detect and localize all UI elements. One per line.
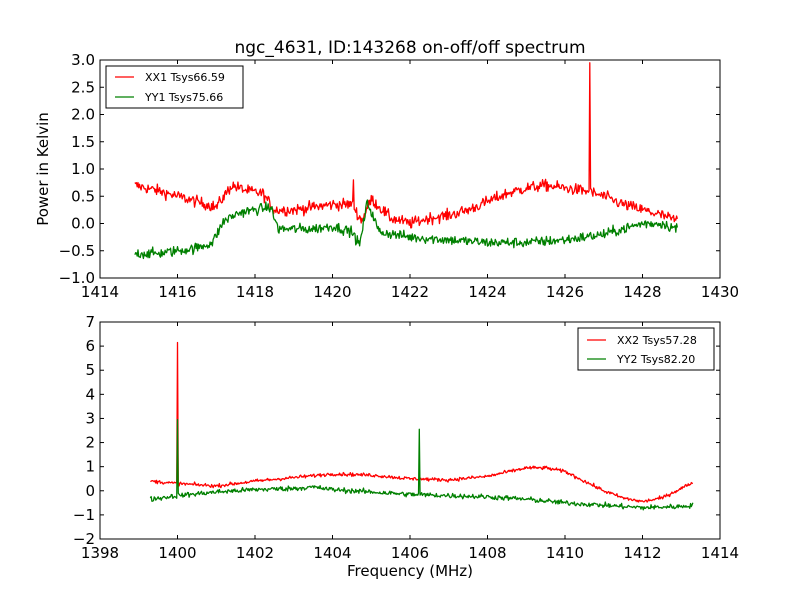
bottom-x-tick-label: 1406	[391, 544, 429, 562]
bottom-y-tick-label: 4	[85, 385, 95, 403]
top-series-xx1	[134, 62, 679, 229]
top-axes: 1414 1416 1418 1420 1422 1424 1426 1428 1430 −1.0…	[34, 51, 739, 301]
bottom-axes: 1398 1400 1402 1404 1406 1408 1410 1412 1414−2−1…	[73, 313, 739, 580]
top-y-tick-label: 0.5	[71, 187, 95, 205]
top-series-yy1	[134, 199, 679, 260]
top-legend: XX1 Tsys66.59 YY1 Tsys75.66	[105, 65, 244, 109]
top-x-tick-label: 1430	[701, 283, 739, 301]
top-y-tick-label: 0.0	[71, 215, 95, 233]
bottom-x-tick-label: 1412	[623, 544, 661, 562]
top-y-tick-label: 1.0	[71, 160, 95, 178]
top-x-tick-label: 1414	[81, 283, 119, 301]
top-x-tick-label: 1418	[236, 283, 274, 301]
bottom-legend: XX2 Tsys57.28 YY2 Tsys82.20	[577, 327, 715, 371]
top-y-tick-label: −0.5	[59, 242, 95, 260]
legend-label-xx1: XX1 Tsys66.59	[145, 71, 225, 84]
bottom-y-tick-label: 2	[85, 434, 95, 452]
bottom-y-tick-label: 3	[85, 409, 95, 427]
top-y-tick-label: 2.5	[71, 78, 95, 96]
top-x-tick-label: 1416	[158, 283, 196, 301]
top-y-tick-label: 1.5	[71, 133, 95, 151]
bottom-x-tick-label: 1400	[158, 544, 196, 562]
top-y-tick-label: −1.0	[59, 269, 95, 287]
top-series-layer	[134, 62, 679, 260]
bottom-x-tick-label: 1408	[468, 544, 506, 562]
bottom-x-tick-label: 1398	[81, 544, 119, 562]
bottom-y-tick-label: 0	[85, 482, 95, 500]
bottom-y-tick-label: 1	[85, 458, 95, 476]
bottom-ticks: 1398 1400 1402 1404 1406 1408 1410 1412 1414−2−1…	[73, 313, 739, 562]
bottom-series-xx2	[150, 341, 694, 503]
bottom-y-tick-label: 6	[85, 337, 95, 355]
bottom-y-tick-label: 7	[85, 313, 95, 331]
top-x-tick-label: 1424	[468, 283, 506, 301]
top-x-tick-label: 1426	[546, 283, 584, 301]
top-legend-box	[105, 65, 244, 109]
legend-label-yy1: YY1 Tsys75.66	[144, 91, 223, 104]
bottom-legend-box	[577, 327, 715, 371]
legend-label-xx2: XX2 Tsys57.28	[617, 334, 697, 347]
top-x-tick-label: 1428	[623, 283, 661, 301]
top-x-tick-label: 1422	[391, 283, 429, 301]
bottom-y-tick-label: 5	[85, 361, 95, 379]
chart-title: ngc_4631, ID:143268 on-off/off spectrum	[234, 38, 585, 58]
bottom-y-tick-label: −1	[73, 506, 95, 524]
bottom-x-axis-label: Frequency (MHz)	[347, 562, 473, 580]
bottom-x-tick-label: 1404	[313, 544, 351, 562]
bottom-x-tick-label: 1410	[546, 544, 584, 562]
top-y-tick-label: 2.0	[71, 106, 95, 124]
top-y-axis-label: Power in Kelvin	[34, 112, 52, 226]
bottom-series-layer	[149, 341, 694, 511]
top-y-tick-label: 3.0	[71, 51, 95, 69]
bottom-y-tick-label: −2	[73, 530, 95, 548]
legend-label-yy2: YY2 Tsys82.20	[616, 353, 695, 366]
top-ticks: 1414 1416 1418 1420 1422 1424 1426 1428 1430 −1.0…	[59, 51, 740, 301]
bottom-series-yy2	[149, 419, 694, 511]
bottom-x-tick-label: 1402	[236, 544, 274, 562]
bottom-x-tick-label: 1414	[701, 544, 739, 562]
top-x-tick-label: 1420	[313, 283, 351, 301]
